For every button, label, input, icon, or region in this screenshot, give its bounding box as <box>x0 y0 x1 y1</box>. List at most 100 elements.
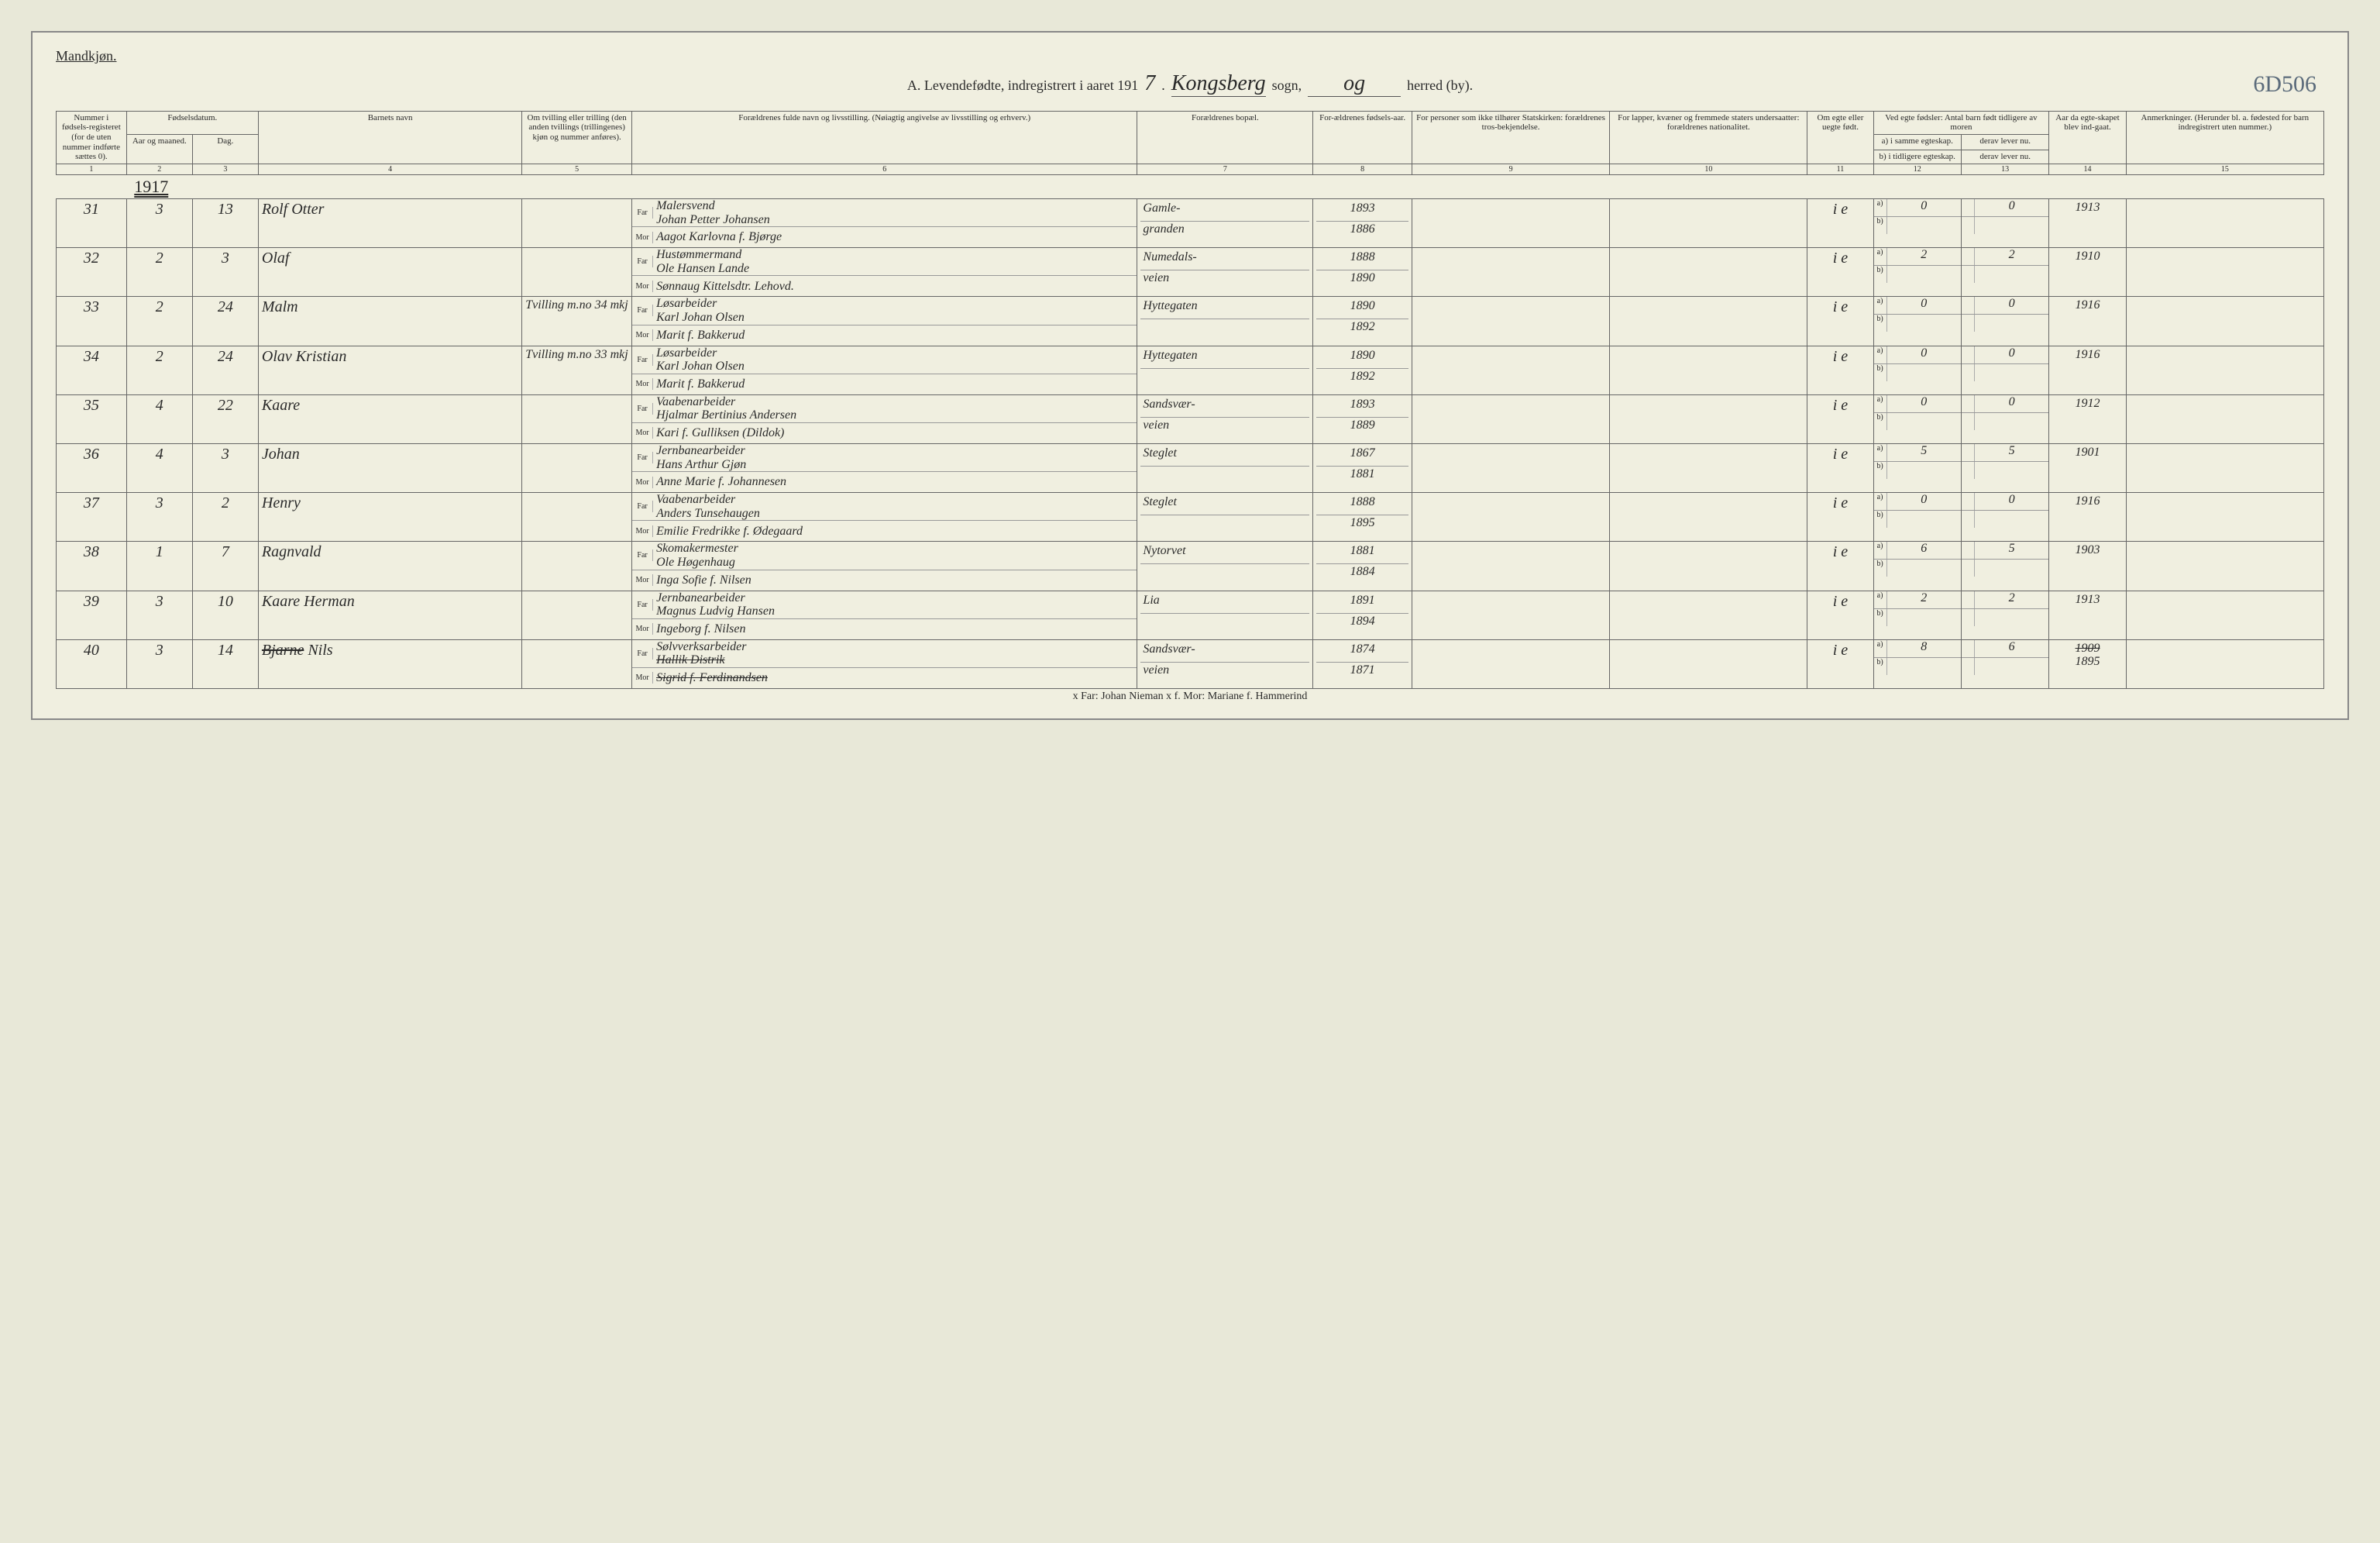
cell-living: 2 <box>1961 591 2048 639</box>
cell-egte: i e <box>1807 542 1873 591</box>
cell-prev-children: a)2b) <box>1873 248 1961 297</box>
cell-mother: Sigrid f. Ferdinandsen <box>653 671 1137 685</box>
cell-mother: Inga Sofie f. Nilsen <box>653 573 1137 587</box>
cell-remarks <box>2126 394 2323 443</box>
cell-num: 37 <box>57 493 127 542</box>
cell-birthyears: 18911894 <box>1313 591 1412 639</box>
cell-parents: FarHustømmermandOle Hansen LandeMorSønna… <box>632 248 1137 297</box>
col-4-header: Barnets navn <box>258 111 521 164</box>
title-prefix: A. Levendefødte, indregistrert i aaret 1… <box>907 77 1138 94</box>
cell-twin <box>522 394 632 443</box>
cell-marriage-year: 1916 <box>2049 346 2126 394</box>
sogn-label: sogn, <box>1272 77 1302 94</box>
cell-confession <box>1412 443 1609 492</box>
cell-birthyears: 18931889 <box>1313 394 1412 443</box>
cell-day: 10 <box>192 591 258 639</box>
mor-label: Mor <box>632 281 653 292</box>
herred-label: herred (by). <box>1407 77 1473 94</box>
cell-mother: Sønnaug Kittelsdtr. Lehovd. <box>653 280 1137 294</box>
col-10-header: For lapper, kvæner og fremmede staters u… <box>1610 111 1807 164</box>
cell-mother: Anne Marie f. Johannesen <box>653 475 1137 489</box>
col-12b-header: b) i tidligere egteskap. <box>1873 150 1961 164</box>
table-head: Nummer i fødsels-registeret (for de uten… <box>57 111 2324 174</box>
cell-marriage-year: 1912 <box>2049 394 2126 443</box>
cell-living: 6 <box>1961 639 2048 688</box>
cell-birthyears: 18881890 <box>1313 248 1412 297</box>
cell-nationality <box>1610 199 1807 248</box>
mor-label: Mor <box>632 427 653 439</box>
cell-month: 2 <box>126 248 192 297</box>
cell-birthyears: 18671881 <box>1313 443 1412 492</box>
cell-name: Malm <box>258 297 521 346</box>
cell-egte: i e <box>1807 591 1873 639</box>
cell-residence: Hyttegaten <box>1137 297 1313 346</box>
col-9-header: For personer som ikke tilhører Statskirk… <box>1412 111 1609 164</box>
cell-name: Rolf Otter <box>258 199 521 248</box>
colnum: 13 <box>1961 164 2048 175</box>
colnum: 7 <box>1137 164 1313 175</box>
cell-month: 2 <box>126 297 192 346</box>
cell-residence: Gamle-granden <box>1137 199 1313 248</box>
col-6-header: Forældrenes fulde navn og livsstilling. … <box>632 111 1137 164</box>
cell-residence: Lia <box>1137 591 1313 639</box>
col-14-header: Aar da egte-skapet blev ind-gaat. <box>2049 111 2126 164</box>
cell-name: Olaf <box>258 248 521 297</box>
cell-occupation-father: MalersvendJohan Petter Johansen <box>653 199 1137 226</box>
cell-residence: Numedals-veien <box>1137 248 1313 297</box>
cell-month: 3 <box>126 591 192 639</box>
col-date-group: Fødselsdatum. <box>126 111 258 134</box>
cell-mother: Ingeborg f. Nilsen <box>653 622 1137 636</box>
table-row: 3643JohanFarJernbanearbeiderHans Arthur … <box>57 443 2324 492</box>
footer-correction-note: x Far: Johan Nieman x f. Mor: Mariane f.… <box>56 691 2324 703</box>
cell-name: Johan <box>258 443 521 492</box>
cell-name: Bjarne Nils <box>258 639 521 688</box>
col-12-group: Ved egte fødsler: Antal barn født tidlig… <box>1873 111 2049 134</box>
cell-twin <box>522 443 632 492</box>
cell-parents: FarMalersvendJohan Petter JohansenMorAag… <box>632 199 1137 248</box>
cell-occupation-father: JernbanearbeiderHans Arthur Gjøn <box>653 444 1137 471</box>
cell-marriage-year: 1910 <box>2049 248 2126 297</box>
colnum: 14 <box>2049 164 2126 175</box>
cell-confession <box>1412 493 1609 542</box>
table-body: 1917 31313Rolf OtterFarMalersvendJohan P… <box>57 175 2324 689</box>
cell-confession <box>1412 394 1609 443</box>
column-number-row: 1 2 3 4 5 6 7 8 9 10 11 12 13 14 15 <box>57 164 2324 175</box>
col-5-header: Om tvilling eller trilling (den anden tv… <box>522 111 632 164</box>
cell-occupation-father: JernbanearbeiderMagnus Ludvig Hansen <box>653 591 1137 618</box>
cell-egte: i e <box>1807 199 1873 248</box>
mor-label: Mor <box>632 525 653 537</box>
cell-parents: FarSølvverksarbeiderHallik DistrikMorSig… <box>632 639 1137 688</box>
cell-nationality <box>1610 542 1807 591</box>
far-label: Far <box>632 648 653 660</box>
gender-heading: Mandkjøn. <box>56 48 2324 64</box>
cell-num: 35 <box>57 394 127 443</box>
cell-residence: Hyttegaten <box>1137 346 1313 394</box>
cell-month: 4 <box>126 394 192 443</box>
cell-occupation-father: LøsarbeiderKarl Johan Olsen <box>653 297 1137 324</box>
table-row: 3817RagnvaldFarSkomakermesterOle Høgenha… <box>57 542 2324 591</box>
register-page: Mandkjøn. 6D506 A. Levendefødte, indregi… <box>31 31 2349 720</box>
cell-nationality <box>1610 443 1807 492</box>
colnum: 1 <box>57 164 127 175</box>
col-12a-header: a) i samme egteskap. <box>1873 135 1961 150</box>
cell-month: 4 <box>126 443 192 492</box>
cell-remarks <box>2126 639 2323 688</box>
register-table: Nummer i fødsels-registeret (for de uten… <box>56 111 2324 689</box>
cell-num: 34 <box>57 346 127 394</box>
cell-num: 40 <box>57 639 127 688</box>
cell-birthyears: 18901892 <box>1313 297 1412 346</box>
cell-day: 3 <box>192 248 258 297</box>
cell-nationality <box>1610 297 1807 346</box>
cell-day: 13 <box>192 199 258 248</box>
cell-occupation-father: HustømmermandOle Hansen Lande <box>653 248 1137 275</box>
cell-occupation-father: LøsarbeiderKarl Johan Olsen <box>653 346 1137 374</box>
far-label: Far <box>632 501 653 512</box>
cell-residence: Nytorvet <box>1137 542 1313 591</box>
cell-egte: i e <box>1807 443 1873 492</box>
og-handwritten: og <box>1308 72 1401 97</box>
mor-label: Mor <box>632 232 653 243</box>
cell-month: 2 <box>126 346 192 394</box>
cell-num: 39 <box>57 591 127 639</box>
cell-prev-children: a)0b) <box>1873 394 1961 443</box>
col-3-header: Dag. <box>192 135 258 164</box>
